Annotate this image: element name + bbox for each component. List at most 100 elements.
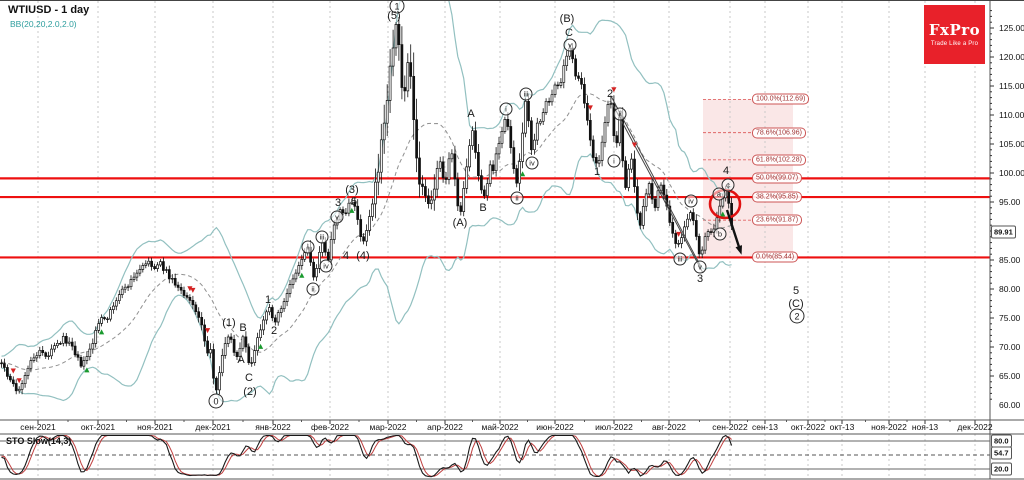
logo-brand-text: FxPro bbox=[928, 21, 981, 39]
buy-signal-arrow bbox=[98, 329, 105, 335]
wave-label[interactable]: 1 bbox=[389, 1, 405, 14]
wave-label[interactable]: i bbox=[301, 240, 315, 254]
date-tick-label: янв-2022 bbox=[255, 422, 291, 432]
price-tick-label: 105.00 bbox=[999, 139, 1024, 149]
fib-level-label[interactable]: 50.0%(99.07) bbox=[752, 172, 803, 184]
wave-label[interactable]: iii bbox=[673, 252, 687, 266]
price-tick-label: 60.00 bbox=[999, 400, 1021, 410]
wave-label[interactable]: (C) bbox=[788, 298, 804, 310]
price-tick-label: 95.00 bbox=[999, 197, 1021, 207]
wave-label[interactable]: 5 bbox=[792, 285, 800, 297]
projection-arrow-head bbox=[735, 245, 742, 255]
wave-label[interactable]: (5) bbox=[387, 10, 401, 22]
wave-label[interactable]: iv bbox=[319, 259, 333, 273]
wave-label[interactable]: 0 bbox=[208, 393, 224, 409]
sell-signal-arrow bbox=[676, 231, 682, 237]
fib-level-label[interactable]: 0.0%(85.44) bbox=[752, 251, 799, 263]
sell-signal-arrow bbox=[16, 378, 22, 384]
date-tick-label: ноя-2022 bbox=[871, 422, 907, 432]
wave-label[interactable]: c bbox=[721, 178, 735, 192]
bollinger-middle-band bbox=[1, 93, 732, 371]
wave-label[interactable]: ii bbox=[306, 282, 320, 296]
wave-label[interactable]: ii bbox=[613, 107, 627, 121]
date-tick-label: дек-2021 bbox=[195, 422, 231, 432]
date-tick-label: дек-2022 bbox=[957, 422, 993, 432]
candle-wicks bbox=[1, 17, 732, 395]
sto-indicator-label: STO Slow(14,3) bbox=[6, 436, 72, 446]
wave-label[interactable]: C bbox=[245, 372, 253, 384]
wave-label[interactable]: (1) bbox=[222, 317, 236, 329]
date-tick-label: фев-2022 bbox=[311, 422, 349, 432]
fib-level-label[interactable]: 61.8%(102.28) bbox=[752, 154, 806, 166]
wave-label[interactable]: (A) bbox=[452, 217, 468, 229]
buy-signal-arrow bbox=[84, 367, 90, 373]
trendline bbox=[612, 104, 704, 274]
wave-label[interactable]: v bbox=[693, 260, 707, 274]
date-tick-label: сен-2021 bbox=[20, 422, 56, 432]
wave-label[interactable]: 2 bbox=[270, 325, 278, 337]
fib-level-label[interactable]: 23.6%(91.87) bbox=[752, 214, 803, 226]
wave-label[interactable]: 5 bbox=[350, 196, 358, 208]
wave-label[interactable]: 2 bbox=[789, 308, 805, 324]
bollinger-indicator-label: BB(20,20,2.0,2.0) bbox=[10, 19, 77, 29]
wave-label[interactable]: b bbox=[713, 227, 727, 241]
wave-label[interactable]: A bbox=[237, 354, 245, 366]
trendline bbox=[610, 95, 702, 268]
date-tick-label: сен-13 bbox=[752, 422, 778, 432]
wave-label[interactable]: C bbox=[565, 27, 573, 39]
sell-signal-arrow bbox=[204, 328, 211, 334]
wave-label[interactable]: 1 bbox=[593, 166, 601, 178]
wave-label[interactable]: i bbox=[607, 154, 621, 168]
price-tick-label: 70.00 bbox=[999, 342, 1021, 352]
fib-level-label[interactable]: 78.6%(106.96) bbox=[752, 127, 806, 139]
wave-label[interactable]: v bbox=[330, 210, 344, 224]
sto-percent-k-line bbox=[1, 434, 733, 478]
wave-label[interactable]: 3 bbox=[696, 273, 704, 285]
date-tick-label: июл-2022 bbox=[595, 422, 633, 432]
price-tick-label: 80.00 bbox=[999, 284, 1021, 294]
wave-label[interactable]: 1 bbox=[264, 294, 272, 306]
fib-level-label[interactable]: 38.2%(95.85) bbox=[752, 191, 803, 203]
date-tick-label: окт-13 bbox=[829, 422, 855, 432]
wave-label[interactable]: 4 bbox=[722, 165, 730, 177]
wave-label[interactable]: A bbox=[467, 108, 475, 120]
wave-label[interactable]: B bbox=[239, 322, 247, 334]
wave-label[interactable]: a bbox=[712, 187, 726, 201]
buy-signal-arrow bbox=[519, 171, 526, 177]
wave-label[interactable]: iv bbox=[684, 194, 698, 208]
wave-label[interactable]: iii bbox=[519, 87, 533, 101]
wave-label[interactable]: iv bbox=[525, 156, 539, 170]
logo-tagline-text: Trade Like a Pro bbox=[930, 41, 979, 47]
date-tick-label: мар-2022 bbox=[369, 422, 407, 432]
candles-down bbox=[0, 24, 733, 392]
fib-level-label[interactable]: 100.0%(112.69) bbox=[752, 93, 810, 105]
bollinger-lower-band bbox=[1, 152, 732, 403]
price-tick-label: 75.00 bbox=[999, 313, 1021, 323]
price-tick-label: 120.00 bbox=[999, 52, 1024, 62]
date-tick-label: ноя-13 bbox=[911, 422, 939, 432]
wave-label[interactable]: (3) bbox=[345, 184, 359, 196]
wave-label[interactable]: ii bbox=[510, 191, 524, 205]
wave-label[interactable]: i bbox=[499, 102, 513, 116]
buy-signal-arrow bbox=[349, 207, 355, 213]
wave-label[interactable]: (2) bbox=[243, 386, 257, 398]
wave-label[interactable]: 4 bbox=[342, 250, 350, 262]
projection-arrow-shaft bbox=[725, 209, 742, 251]
current-price-tag: 89.91 bbox=[991, 225, 1016, 239]
wave-label[interactable]: (4) bbox=[356, 250, 370, 262]
wave-label[interactable]: 2 bbox=[606, 88, 614, 100]
buy-signal-arrow bbox=[257, 343, 264, 349]
sell-signal-arrow bbox=[10, 368, 16, 374]
wave-label[interactable]: iii bbox=[315, 230, 329, 244]
sto-value-tag: 54.7 bbox=[991, 446, 1012, 460]
wave-label[interactable]: B bbox=[479, 202, 487, 214]
wave-label[interactable]: v bbox=[563, 38, 577, 52]
buy-signal-arrow bbox=[720, 211, 726, 217]
wave-label[interactable]: (B) bbox=[559, 13, 575, 25]
candles-up bbox=[17, 24, 728, 392]
wave-label[interactable]: 3 bbox=[334, 197, 342, 209]
sell-signal-arrow bbox=[187, 286, 193, 292]
price-tick-label: 85.00 bbox=[999, 255, 1021, 265]
